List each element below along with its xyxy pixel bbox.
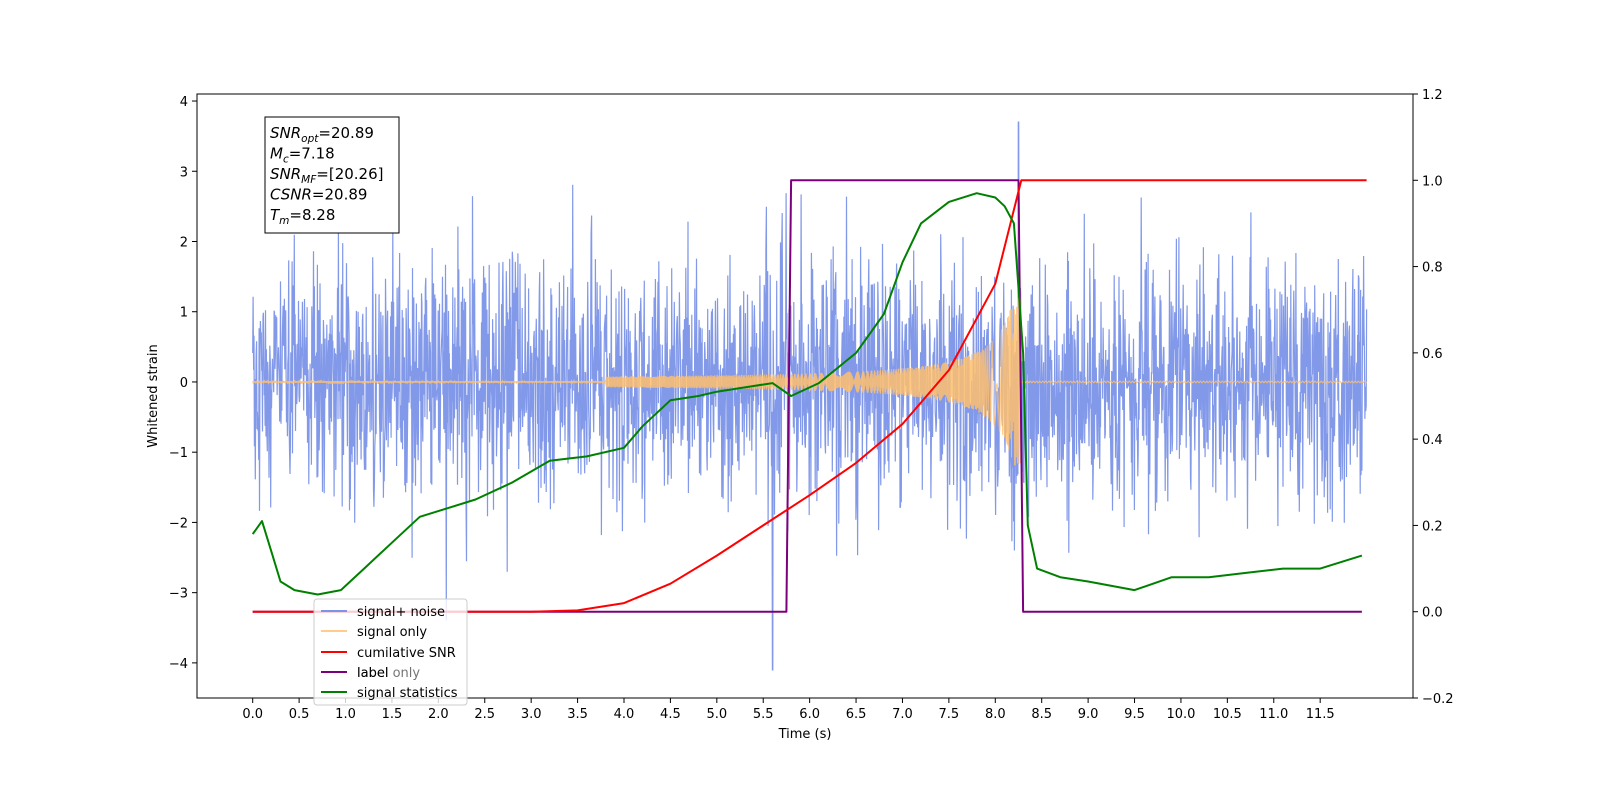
y-tick-label-right: 0.4 bbox=[1422, 433, 1443, 448]
legend-frame bbox=[313, 598, 468, 706]
y-tick-label-left: −1 bbox=[169, 446, 188, 461]
annotation-line: SNRopt=20.89 bbox=[270, 124, 374, 145]
y-tick-label-left: −4 bbox=[169, 657, 188, 672]
x-tick-label: 6.0 bbox=[799, 707, 820, 722]
x-tick-label: 1.5 bbox=[382, 707, 403, 722]
annotation-value: =20.89 bbox=[312, 186, 368, 204]
x-tick-label: 1.0 bbox=[335, 707, 356, 722]
x-tick-label: 5.5 bbox=[753, 707, 774, 722]
annotation-value: =[20.26] bbox=[316, 165, 383, 183]
series-label bbox=[252, 179, 1362, 613]
axes-frame bbox=[196, 93, 1414, 699]
annotation-symbol: T bbox=[270, 206, 281, 224]
x-tick-label: 0.5 bbox=[289, 707, 310, 722]
series-cumulative-snr bbox=[252, 179, 1367, 613]
y-tick-label-left: 4 bbox=[180, 95, 188, 110]
plot-area bbox=[251, 121, 1368, 671]
x-tick-label: 11.5 bbox=[1306, 707, 1335, 722]
legend-item: signal+ noise bbox=[357, 605, 445, 620]
series-signal-statistics bbox=[251, 192, 1363, 596]
annotation-subscript: m bbox=[279, 215, 289, 227]
annotation-line: SNRMF=[20.26] bbox=[270, 165, 384, 186]
x-tick-label: 5.0 bbox=[706, 707, 727, 722]
annotation-line: CSNR=20.89 bbox=[270, 186, 367, 204]
legend-item: cumilative SNR bbox=[357, 646, 456, 661]
y-axis-label: Whitened strain bbox=[146, 344, 161, 447]
x-tick-label: 3.5 bbox=[567, 707, 588, 722]
y-tick-label-left: 1 bbox=[180, 306, 188, 321]
annotation-symbol: SNR bbox=[270, 165, 301, 183]
annotation-line: Mc=7.18 bbox=[270, 145, 335, 166]
x-tick-label: 4.0 bbox=[614, 707, 635, 722]
annotation-subscript: MF bbox=[301, 174, 317, 186]
y-tick-label-right: 0.6 bbox=[1422, 347, 1443, 362]
x-tick-label: 11.0 bbox=[1259, 707, 1288, 722]
y-axis-left: 4 3 2 1 0 −1 −2 −3 −4 bbox=[169, 95, 197, 672]
x-tick-label: 9.0 bbox=[1078, 707, 1099, 722]
annotation-frame bbox=[264, 116, 400, 234]
y-tick-label-left: −2 bbox=[169, 516, 188, 531]
y-tick-label-right: 0.2 bbox=[1422, 519, 1443, 534]
y-tick-label-right: 0.0 bbox=[1422, 606, 1443, 621]
legend-item: label bbox=[357, 666, 388, 681]
annotation-line: Tm=8.28 bbox=[270, 206, 335, 227]
x-tick-label: 4.5 bbox=[660, 707, 681, 722]
annotation-value: =8.28 bbox=[289, 206, 335, 224]
x-tick-label: 2.5 bbox=[474, 707, 495, 722]
x-tick-label: 10.5 bbox=[1213, 707, 1242, 722]
series-signal-noise bbox=[252, 121, 1368, 671]
y-tick-label-right: 0.8 bbox=[1422, 261, 1443, 276]
x-tick-label: 8.5 bbox=[1031, 707, 1052, 722]
annotation-value: =20.89 bbox=[318, 124, 374, 142]
x-axis-label: Time (s) bbox=[778, 727, 832, 742]
legend-item: signal statistics bbox=[357, 686, 458, 701]
annotation-value: =7.18 bbox=[289, 145, 335, 163]
series-signal-only bbox=[252, 297, 1367, 466]
x-tick-label: 3.0 bbox=[521, 707, 542, 722]
y-tick-label-right: −0.2 bbox=[1422, 692, 1454, 707]
annotation-symbol: SNR bbox=[270, 124, 301, 142]
annotation-symbol: CSNR bbox=[270, 186, 312, 204]
x-tick-label: 7.5 bbox=[939, 707, 960, 722]
legend: signal+ noise signal only cumilative SNR la… bbox=[313, 598, 468, 706]
y-axis-right: 1.2 1.0 0.8 0.6 0.4 0.2 0.0 −0.2 bbox=[1413, 88, 1454, 707]
y-tick-label-right: 1.2 bbox=[1422, 88, 1443, 103]
x-tick-label: 0.0 bbox=[242, 707, 263, 722]
legend-item: signal only bbox=[357, 625, 427, 640]
x-tick-label: 9.5 bbox=[1124, 707, 1145, 722]
x-tick-label: 2.0 bbox=[428, 707, 449, 722]
annotation-symbol: M bbox=[270, 145, 283, 163]
legend-item: label only bbox=[357, 666, 420, 681]
annotation-subscript: c bbox=[283, 154, 289, 166]
x-tick-label: 8.0 bbox=[985, 707, 1006, 722]
x-tick-label: 6.5 bbox=[846, 707, 867, 722]
y-tick-label-left: 2 bbox=[180, 235, 188, 250]
x-tick-label: 7.0 bbox=[892, 707, 913, 722]
annotation-box: SNRopt=20.89Mc=7.18SNRMF=[20.26]CSNR=20.… bbox=[264, 116, 400, 234]
y-tick-label-left: 0 bbox=[180, 376, 188, 391]
x-tick-label: 10.0 bbox=[1166, 707, 1195, 722]
y-tick-label-left: 3 bbox=[180, 165, 188, 180]
x-axis: 0.0 0.5 1.0 1.5 2.0 2.5 3.0 3.5 4.0 4.5 5.0 5.5 6.0 6… bbox=[242, 698, 1335, 722]
annotation-subscript: opt bbox=[301, 133, 319, 145]
y-tick-label-right: 1.0 bbox=[1422, 174, 1443, 189]
y-tick-label-left: −3 bbox=[169, 587, 188, 602]
